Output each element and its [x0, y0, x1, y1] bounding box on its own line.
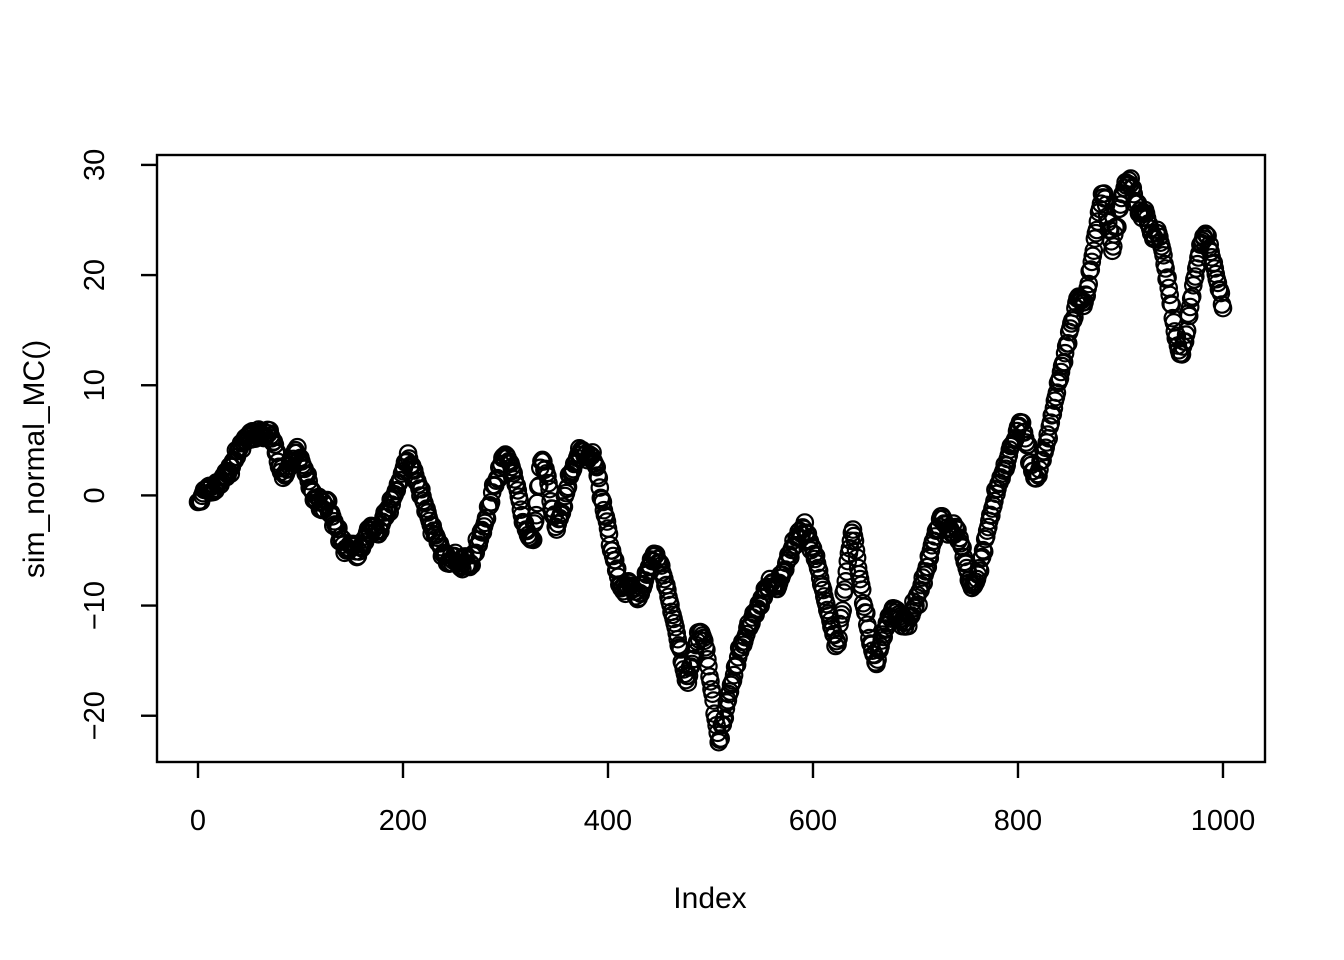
data-point	[668, 629, 687, 649]
data-point	[1124, 184, 1144, 204]
data-point	[1058, 334, 1078, 353]
data-point	[265, 435, 285, 454]
x-tick-label: 1000	[1191, 805, 1256, 837]
data-point	[299, 471, 318, 491]
data-point	[329, 518, 348, 538]
plot-box	[155, 153, 1267, 764]
data-point	[813, 580, 833, 600]
y-tick-label: −20	[79, 691, 111, 740]
data-point	[684, 649, 704, 669]
data-point	[1208, 273, 1228, 293]
x-tick-label: 600	[789, 805, 837, 837]
data-point	[1033, 450, 1052, 470]
data-point	[590, 478, 610, 497]
data-point	[843, 520, 863, 539]
data-point	[1156, 259, 1175, 278]
data-point	[412, 479, 431, 499]
y-tick-label: 0	[79, 487, 111, 503]
data-point	[978, 517, 998, 537]
data-point	[816, 594, 836, 614]
data-point	[810, 568, 830, 588]
data-point	[1211, 283, 1231, 303]
y-axis-title: sim_normal_MC()	[18, 340, 51, 578]
data-point	[1104, 237, 1123, 256]
data-point	[1158, 268, 1177, 287]
data-point	[974, 542, 994, 561]
data-point	[1043, 404, 1063, 424]
y-tick-label: 30	[79, 149, 111, 181]
data-point	[1055, 343, 1075, 363]
data-point	[1041, 413, 1061, 432]
data-point	[1096, 195, 1116, 215]
y-tick-label: −10	[79, 581, 111, 630]
data-point	[504, 463, 523, 483]
x-tick-label: 800	[994, 805, 1042, 837]
x-tick-label: 200	[379, 805, 427, 837]
data-point	[1213, 298, 1233, 318]
data-point	[868, 650, 887, 669]
data-point	[1200, 235, 1219, 254]
x-axis-title: Index	[673, 882, 746, 915]
data-point	[874, 627, 893, 647]
data-point	[846, 541, 866, 560]
data-point	[526, 505, 546, 525]
data-point	[661, 595, 680, 615]
data-point	[1084, 241, 1104, 260]
data-point	[985, 491, 1004, 511]
data-point	[587, 457, 606, 477]
data-point	[1082, 252, 1102, 272]
data-point	[1172, 345, 1192, 364]
data-point	[538, 466, 557, 486]
data-point	[1079, 274, 1098, 294]
data-point	[1108, 217, 1127, 237]
data-point	[1077, 286, 1096, 305]
data-point	[1065, 308, 1084, 327]
data-point	[462, 555, 481, 575]
data-point	[1154, 246, 1173, 265]
x-tick-label: 0	[190, 805, 206, 837]
data-point	[829, 629, 848, 648]
data-point	[466, 543, 486, 563]
data-point	[1081, 260, 1101, 279]
data-point	[1120, 175, 1139, 194]
data-point	[724, 665, 744, 685]
data-point	[694, 631, 714, 651]
data-point	[909, 595, 928, 615]
data-point	[1160, 285, 1179, 305]
data-point	[981, 506, 1001, 525]
data-points	[188, 169, 1233, 752]
data-point	[1018, 435, 1038, 455]
data-point	[701, 672, 720, 691]
data-point	[716, 699, 736, 718]
data-point	[912, 575, 931, 595]
data-point	[1179, 306, 1199, 326]
data-point	[597, 512, 617, 531]
data-point	[510, 491, 530, 511]
data-point	[970, 561, 990, 581]
data-point	[589, 468, 609, 488]
y-tick-label: 10	[79, 369, 111, 401]
data-point	[711, 729, 730, 748]
data-point	[508, 481, 528, 500]
data-point	[1186, 267, 1205, 286]
data-point	[898, 616, 918, 636]
data-point	[1162, 295, 1181, 315]
y-axis-ticks: −20 −10 0 10 20 30	[79, 149, 157, 740]
data-point	[1047, 383, 1067, 402]
data-point	[833, 601, 852, 620]
data-point	[795, 513, 815, 532]
data-point	[698, 649, 717, 669]
data-point	[1180, 297, 1200, 317]
y-tick-label: 20	[79, 259, 111, 291]
data-point	[554, 497, 574, 516]
data-point	[221, 464, 241, 483]
data-point	[1030, 460, 1049, 479]
data-point	[1175, 332, 1195, 351]
data-point	[651, 556, 671, 575]
x-axis-ticks: 0 200 400 600 800 1000	[190, 762, 1255, 837]
x-tick-label: 400	[584, 805, 632, 837]
